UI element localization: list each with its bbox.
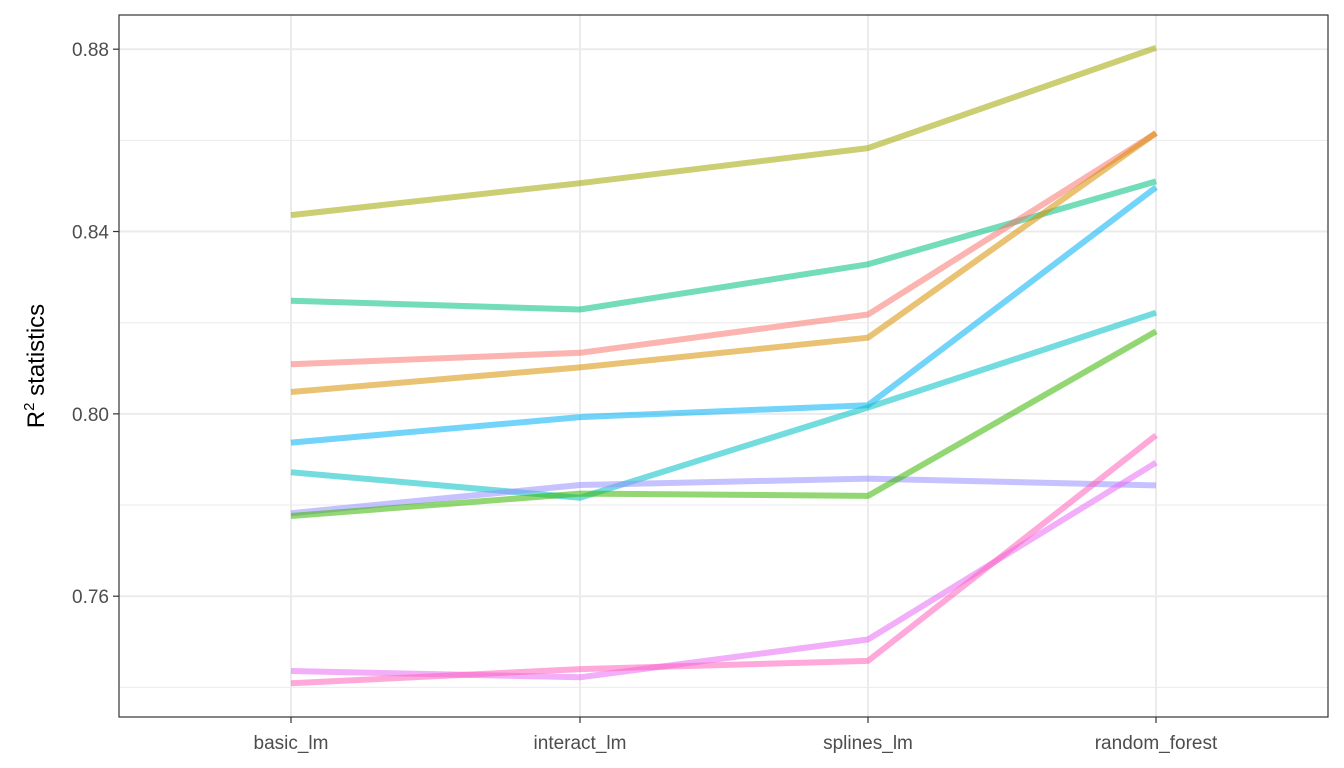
y-axis-title-main: R (23, 411, 50, 428)
x-tick-label: splines_lm (823, 733, 913, 754)
x-tick-label: interact_lm (534, 733, 627, 754)
series-lines (290, 44, 1158, 687)
series-line (290, 328, 1158, 519)
series-line (290, 130, 1158, 368)
x-tick-label: random_forest (1095, 733, 1218, 754)
x-axis: basic_lm interact_lm splines_lm random_fore… (254, 717, 1218, 754)
series-line (290, 130, 1158, 395)
series-line (290, 432, 1158, 687)
series-line (290, 184, 1158, 446)
y-axis-title: R2 statistics (21, 304, 50, 428)
y-axis-title-superscript: 2 (21, 403, 38, 411)
y-axis-title-suffix: statistics (23, 304, 50, 403)
y-tick-label: 0.80 (72, 405, 109, 426)
y-tick-label: 0.88 (72, 40, 109, 61)
y-tick-label: 0.76 (72, 587, 109, 608)
plot-panel-border (118, 14, 1329, 718)
y-tick-label: 0.84 (72, 223, 109, 244)
x-tick-label: basic_lm (254, 733, 329, 754)
y-axis: 0.76 0.80 0.84 0.88 (72, 40, 119, 608)
series-line (290, 44, 1157, 219)
series-line (290, 475, 1157, 517)
series-line (290, 309, 1157, 501)
